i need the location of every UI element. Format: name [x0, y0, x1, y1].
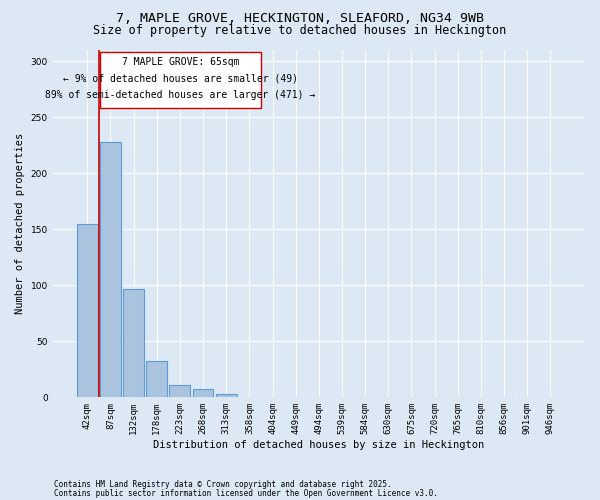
Bar [216, 394, 236, 398]
Text: Contains public sector information licensed under the Open Government Licence v3: Contains public sector information licen… [54, 489, 438, 498]
Text: Contains HM Land Registry data © Crown copyright and database right 2025.: Contains HM Land Registry data © Crown c… [54, 480, 392, 489]
FancyBboxPatch shape [100, 52, 261, 108]
Text: 7, MAPLE GROVE, HECKINGTON, SLEAFORD, NG34 9WB: 7, MAPLE GROVE, HECKINGTON, SLEAFORD, NG… [116, 12, 484, 26]
Bar [146, 362, 167, 398]
X-axis label: Distribution of detached houses by size in Heckington: Distribution of detached houses by size … [153, 440, 484, 450]
Text: Size of property relative to detached houses in Heckington: Size of property relative to detached ho… [94, 24, 506, 37]
Y-axis label: Number of detached properties: Number of detached properties [15, 133, 25, 314]
Bar [193, 390, 214, 398]
Bar [169, 385, 190, 398]
Text: 89% of semi-detached houses are larger (471) →: 89% of semi-detached houses are larger (… [46, 90, 316, 101]
Text: ← 9% of detached houses are smaller (49): ← 9% of detached houses are smaller (49) [63, 74, 298, 84]
Bar [100, 142, 121, 398]
Bar [77, 224, 98, 398]
Bar [123, 288, 144, 398]
Text: 7 MAPLE GROVE: 65sqm: 7 MAPLE GROVE: 65sqm [122, 56, 239, 66]
